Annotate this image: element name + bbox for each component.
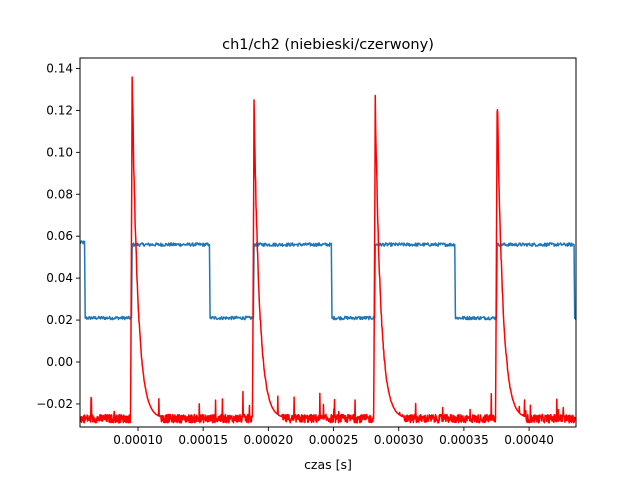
y-tick-label: 0.02 (46, 313, 73, 327)
y-tick-label: 0.04 (46, 271, 73, 285)
x-tick-label: 0.00020 (244, 433, 294, 447)
axes-frame (79, 57, 577, 428)
series-layer (80, 76, 576, 424)
y-tick-label: 0.14 (46, 61, 73, 75)
x-tick-label: 0.00025 (309, 433, 359, 447)
x-axis-label: czas [s] (304, 457, 352, 472)
series-line-ch2 (80, 76, 576, 424)
series-line-ch1 (80, 240, 576, 321)
y-tick-label: 0.00 (46, 355, 73, 369)
x-tick-label: 0.00040 (504, 433, 554, 447)
x-tick-label: 0.00035 (439, 433, 489, 447)
y-tick-label: −0.02 (36, 397, 73, 411)
x-tick-label: 0.00030 (374, 433, 424, 447)
x-tick-label: 0.00015 (178, 433, 228, 447)
y-tick-label: 0.08 (46, 187, 73, 201)
y-tick-label: 0.10 (46, 145, 73, 159)
x-tick-label: 0.00010 (113, 433, 163, 447)
y-tick-label: 0.12 (46, 103, 73, 117)
chart-title: ch1/ch2 (niebieski/czerwony) (222, 37, 434, 53)
axes-layer: 0.00010 0.00015 0.00020 0.00025 0.00030 0.000… (36, 61, 554, 447)
y-tick-label: 0.06 (46, 229, 73, 243)
